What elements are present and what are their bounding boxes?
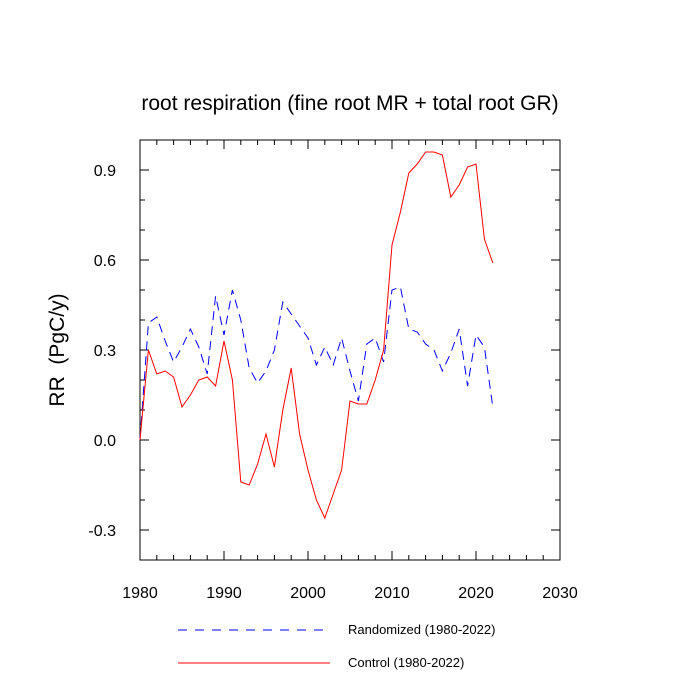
series-line-randomized (139, 286, 494, 441)
legend-label-control: Control (1980-2022) (348, 655, 464, 670)
y-tick-label: 0.6 (94, 253, 116, 270)
x-tick-label: 2000 (290, 585, 326, 602)
legend-label-randomized: Randomized (1980-2022) (348, 622, 495, 637)
plot-frame (139, 139, 561, 561)
y-tick-label: 0.9 (94, 163, 116, 180)
y-tick-label: 0.3 (94, 343, 116, 360)
x-tick-label: 2020 (458, 585, 494, 602)
legend: Randomized (1980-2022) Control (1980-202… (178, 622, 495, 670)
y-axis-ticks: -0.3 0.0 0.3 0.6 0.9 (88, 139, 560, 540)
series-layer (139, 151, 494, 520)
x-tick-label: 1980 (122, 585, 158, 602)
x-axis-ticks: 1980 1990 2000 2010 2020 2030 (122, 140, 578, 602)
chart-title: root respiration (fine root MR + total r… (141, 92, 558, 115)
y-axis-label: RR (PgC/y) (46, 293, 69, 406)
y-tick-label: -0.3 (88, 523, 116, 540)
y-tick-label: 0.0 (94, 433, 116, 450)
x-tick-label: 2010 (374, 585, 410, 602)
series-line-control (139, 151, 494, 520)
x-tick-label: 2030 (542, 585, 578, 602)
x-tick-label: 1990 (206, 585, 242, 602)
